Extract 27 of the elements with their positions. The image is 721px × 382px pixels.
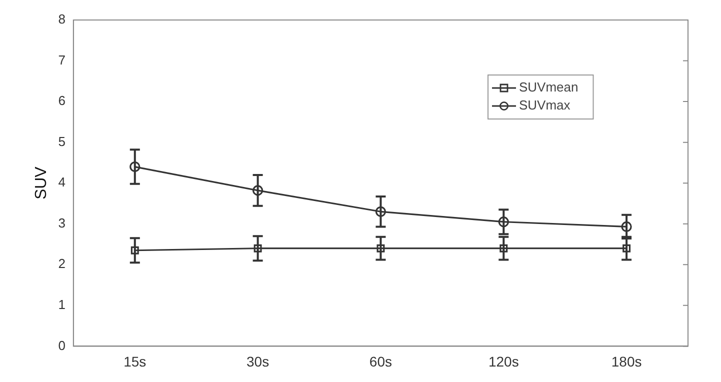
point <box>621 221 632 232</box>
point <box>130 161 140 172</box>
x-tick-label: 120s <box>488 353 519 370</box>
y-tick-label: 7 <box>58 52 66 68</box>
x-tick-label: 180s <box>611 353 642 370</box>
point <box>622 244 631 252</box>
point <box>376 244 385 252</box>
point <box>254 244 262 252</box>
y-tick-label: 2 <box>58 256 66 272</box>
x-tick-label: 30s <box>246 353 270 370</box>
y-tick-label: 5 <box>58 134 66 149</box>
y-tick-label: 6 <box>58 93 66 108</box>
y-tick-label: 3 <box>58 215 66 230</box>
point <box>500 244 508 252</box>
y-axis-title: SUV <box>33 166 50 200</box>
point <box>375 206 386 217</box>
legend-label: SUVmean <box>519 80 578 95</box>
y-tick-label: 8 <box>58 12 66 27</box>
y-tick-label: 4 <box>58 174 66 190</box>
x-tick-label: 15s <box>124 353 146 370</box>
x-tick-label: 60s <box>369 353 392 370</box>
point <box>130 246 139 254</box>
legend-label: SUVmax <box>519 98 571 113</box>
y-tick-label: 1 <box>58 297 66 312</box>
y-tick-label: 0 <box>58 338 66 353</box>
point <box>498 216 509 228</box>
point <box>252 185 264 196</box>
